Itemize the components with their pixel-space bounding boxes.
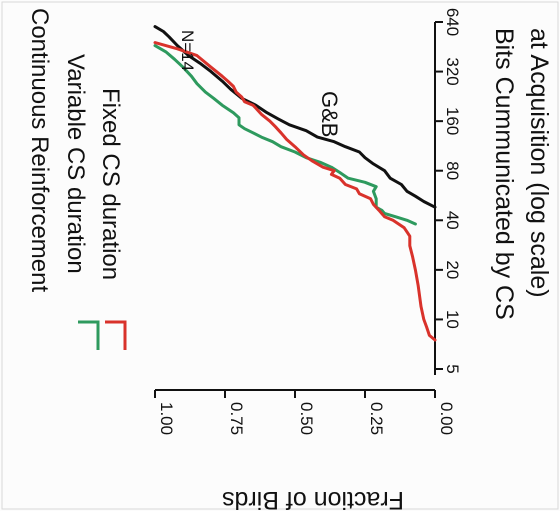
y-axis-ticks: 1.00 0.75 0.50 0.25 0.00 bbox=[154, 390, 456, 435]
legend-label-fixed: Fixed CS duration bbox=[97, 88, 124, 280]
x-axis-label-line-2: at Acquisition (log scale) bbox=[525, 28, 553, 298]
series-line-fixed-cs-duration bbox=[153, 41, 437, 342]
x-tick-label: 10 bbox=[443, 310, 462, 329]
x-tick-label: 5 bbox=[443, 364, 462, 373]
y-axis-label: Fraction of Birds bbox=[222, 486, 404, 511]
legend-label-variable: Variable CS duration bbox=[62, 54, 89, 274]
series-layer bbox=[153, 25, 437, 342]
annotation-gb: G&B bbox=[317, 91, 342, 137]
x-tick-label: 640 bbox=[443, 8, 462, 36]
y-tick-label: 0.75 bbox=[227, 402, 246, 435]
legend-swatch-variable bbox=[78, 320, 100, 350]
series-line-g-b bbox=[153, 25, 437, 209]
x-axis-label-line-1: Bits Cummunicated by CS bbox=[490, 28, 518, 320]
legend: Variable CS duration Fixed CS duration bbox=[62, 54, 127, 350]
chart-title: Continuous Reinforcement bbox=[26, 8, 53, 292]
y-tick-label: 0.00 bbox=[437, 402, 456, 435]
series-line-variable-cs-duration bbox=[153, 44, 417, 226]
annotation-n: N=14 bbox=[178, 30, 197, 71]
y-tick-label: 1.00 bbox=[157, 402, 176, 435]
x-tick-label: 320 bbox=[443, 57, 462, 85]
y-tick-label: 0.50 bbox=[297, 402, 316, 435]
x-tick-label: 40 bbox=[443, 211, 462, 230]
x-tick-label: 20 bbox=[443, 260, 462, 279]
y-tick-label: 0.25 bbox=[367, 402, 386, 435]
x-tick-label: 160 bbox=[443, 107, 462, 135]
x-tick-label: 80 bbox=[443, 161, 462, 180]
legend-swatch-fixed bbox=[105, 320, 127, 350]
x-axis-ticks: 5 10 20 40 80 160 320 640 bbox=[435, 8, 462, 374]
